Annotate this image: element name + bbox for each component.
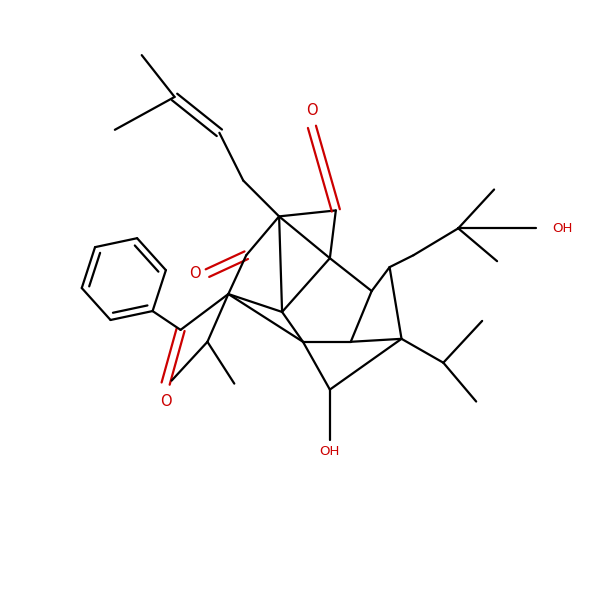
Text: OH: OH (553, 222, 573, 235)
Text: O: O (306, 103, 318, 118)
Text: O: O (188, 266, 200, 281)
Text: OH: OH (320, 445, 340, 458)
Text: O: O (160, 394, 172, 409)
